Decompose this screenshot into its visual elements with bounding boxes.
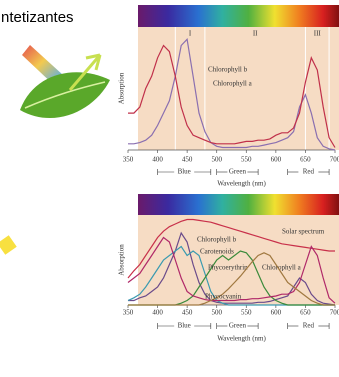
x-tick-label: 400	[152, 156, 163, 164]
x-tick-label: 600	[271, 309, 282, 317]
series-label: Carotenoids	[200, 248, 234, 256]
x-tick-label: 550	[241, 309, 252, 317]
spectrum-bar	[138, 5, 339, 27]
slide: ntetizantes IIIIII3504004505005506006507…	[0, 0, 339, 372]
sticky-note	[0, 235, 17, 254]
series-label: Chlorophyll b	[197, 236, 237, 244]
band-label: Red	[303, 322, 315, 330]
x-tick-label: 650	[300, 156, 311, 164]
x-tick-label: 650	[300, 309, 311, 317]
x-tick-label: 550	[241, 156, 252, 164]
band-label: Green	[229, 322, 247, 330]
region-label: II	[253, 30, 258, 38]
x-tick-label: 350	[123, 156, 134, 164]
series-label: Chlorophyll a	[262, 264, 302, 272]
leaf-illustration	[20, 45, 110, 118]
x-tick-label: 350	[123, 309, 134, 317]
series-label: Chlorophyll a	[213, 80, 253, 88]
heading: ntetizantes	[1, 9, 74, 26]
x-tick-label: 500	[211, 156, 222, 164]
x-tick-label: 500	[211, 309, 222, 317]
band-label: Red	[303, 168, 315, 176]
band-label: Green	[229, 168, 247, 176]
series-label: Solar spectrum	[282, 228, 325, 236]
x-tick-label: 600	[271, 156, 282, 164]
y-axis-label: Absorption	[118, 72, 126, 104]
plot-background	[138, 27, 339, 150]
y-axis-label: Absorption	[118, 244, 126, 276]
spectrum-bar	[138, 194, 339, 215]
x-tick-label: 400	[152, 309, 163, 317]
series-label: Phycoerythrin	[208, 264, 248, 272]
region-label: III	[314, 30, 322, 38]
x-tick-label: 700	[330, 309, 339, 317]
x-tick-label: 450	[182, 309, 193, 317]
band-label: Blue	[178, 168, 191, 176]
x-axis-label: Wavelength (nm)	[217, 335, 266, 343]
x-axis-label: Wavelength (nm)	[217, 180, 266, 188]
series-label: Chlorophyll b	[208, 66, 248, 74]
x-tick-label: 700	[330, 156, 339, 164]
band-label: Blue	[178, 322, 191, 330]
series-label: Phycocyanin	[205, 293, 242, 301]
x-tick-label: 450	[182, 156, 193, 164]
